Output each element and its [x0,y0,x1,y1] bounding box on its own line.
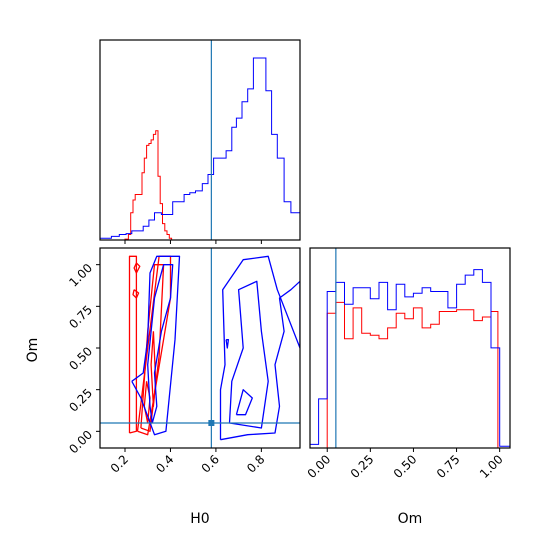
om-histogram-x-tick-label: 1.00 [477,452,506,481]
h0-histogram-panel [99,39,301,244]
om-histogram-ticks: 0.00 0.25 0.50 0.75 1.00 [305,448,506,481]
x-axis-label-h0: H0 [190,511,209,527]
contour-series_a-3 [133,262,141,274]
y-axis-label-om: Om [25,338,41,363]
contour-x-tick-label: 0.6 [199,452,222,475]
contour-y-tick-label: 0.50 [66,344,95,373]
contour-y-tick-label: 0.00 [66,428,95,457]
contour-series_b-1 [147,264,174,424]
contour-ticks: 0.2 0.4 0.6 0.8 0.00 0.25 0.50 0.75 1.00 [66,261,267,476]
om-histogram-x-tick-label: 0.50 [391,452,420,481]
om-histogram-series-b [309,269,511,448]
contour-y-tick-label: 0.25 [66,386,95,415]
contour-series_a-6 [150,331,157,407]
h0-histogram-series-a [100,130,300,241]
contour-lines [128,255,300,441]
contour-series_b-5 [225,339,230,349]
truth-marker [208,420,215,426]
h0-histogram-series-b [99,57,301,240]
x-axis-label-om: Om [398,511,423,527]
contour-x-tick-label: 0.4 [153,452,176,475]
h0-histogram-frame [99,39,301,241]
contour-series_b-4 [235,389,253,416]
om-histogram-x-tick-label: 0.25 [348,452,377,481]
contour-series_a-4 [132,289,140,299]
om-histogram-series-a [310,301,510,449]
contour-series_a-0 [128,255,138,434]
h0-histogram-ticks [124,240,262,244]
om-histogram-x-tick-label: 0.75 [434,452,463,481]
contour-x-tick-label: 0.8 [244,452,267,475]
om-histogram-panel: 0.00 0.25 0.50 0.75 1.00 Om [305,247,511,527]
contour-y-tick-label: 1.00 [66,261,95,290]
contour-series_b-2 [219,255,300,441]
contour-series_b-3 [228,280,269,429]
contour-y-tick-label: 0.75 [66,303,95,332]
om-histogram-frame [309,247,511,449]
contour-x-tick-label: 0.2 [108,452,131,475]
om-histogram-x-tick-label: 0.00 [305,452,334,481]
contour-panel: 0.2 0.4 0.6 0.8 0.00 0.25 0.50 0.75 1.00 H0 Om [25,247,301,527]
